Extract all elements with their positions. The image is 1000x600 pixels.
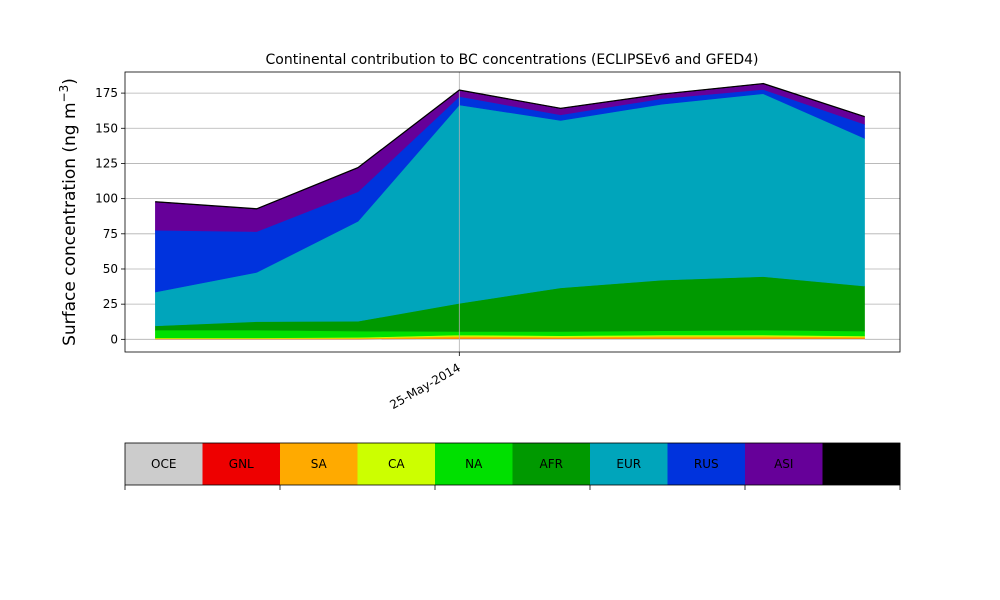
legend-label-rus: RUS xyxy=(694,457,719,471)
legend-label-sa: SA xyxy=(311,457,328,471)
legend-swatch-oce xyxy=(125,443,203,485)
legend-swatch-gnl xyxy=(202,443,281,485)
y-axis-label-sup: −3 xyxy=(57,85,71,103)
legend-label-afr: AFR xyxy=(540,457,563,471)
x-tick-label-0: 25-May-2014 xyxy=(387,360,462,412)
legend-label-eur: EUR xyxy=(616,457,641,471)
legend: OCE GNL SA CA NA AFR EUR RUS ASI AUS xyxy=(124,442,901,490)
legend-label-gnl: GNL xyxy=(229,457,254,471)
legend-swatch-rus xyxy=(667,443,746,485)
y-tick-label-7: 175 xyxy=(95,86,118,100)
chart-title: Continental contribution to BC concentra… xyxy=(266,52,759,68)
legend-frame xyxy=(124,442,901,486)
legend-swatch-eur xyxy=(590,443,668,485)
total-line xyxy=(155,82,865,210)
y-axis-label: Surface concentration (ng m−3) xyxy=(57,78,80,346)
y-tick-label-3: 75 xyxy=(103,227,118,241)
y-tick-label-4: 100 xyxy=(95,192,118,206)
legend-swatch-aus xyxy=(822,443,901,485)
y-tick-label-1: 25 xyxy=(103,297,118,311)
legend-swatch-na xyxy=(435,443,513,485)
legend-label-na: NA xyxy=(465,457,483,471)
legend-label-asi: ASI xyxy=(774,457,793,471)
y-tick-label-5: 125 xyxy=(95,156,118,170)
y-tick-label-6: 150 xyxy=(95,121,118,135)
y-axis-label-end: ) xyxy=(60,78,80,85)
legend-label-aus: AUS xyxy=(849,457,874,471)
legend-label-ca: CA xyxy=(388,457,405,471)
legend-label-oce: OCE xyxy=(151,457,176,471)
plot-areas xyxy=(155,83,865,340)
total-outline xyxy=(155,82,865,210)
legend-swatch-ca xyxy=(357,443,436,485)
legend-swatch-asi xyxy=(745,443,823,485)
y-tick-label-0: 0 xyxy=(110,332,118,346)
plot-frame xyxy=(124,71,901,353)
legend-swatch-sa xyxy=(280,443,358,485)
y-axis-label-main: Surface concentration (ng m xyxy=(60,102,80,345)
y-tick-label-2: 50 xyxy=(103,262,118,276)
legend-swatch-afr xyxy=(512,443,591,485)
